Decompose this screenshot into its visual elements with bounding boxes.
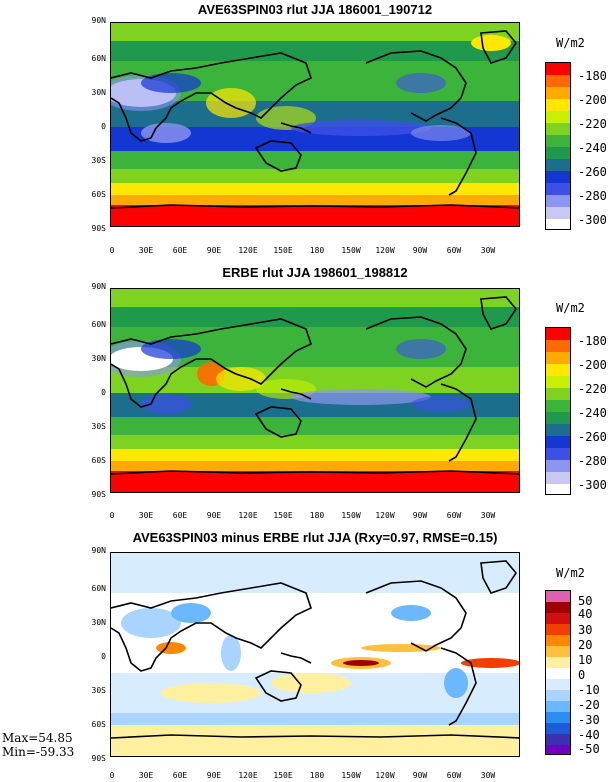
colorbar-label: -240 (578, 141, 607, 155)
colorbar-label: -240 (578, 406, 607, 420)
lon-label: 60W (446, 771, 462, 780)
colorbar-label: 40 (578, 607, 593, 621)
lat-label: 30N (91, 618, 106, 627)
lon-label: 30E (138, 771, 154, 780)
lat-label: 60N (91, 320, 106, 329)
lon-label: 120W (375, 511, 395, 520)
lat-label: 60N (91, 584, 106, 593)
lon-label: 30W (480, 771, 496, 780)
lat-label: 0 (101, 122, 106, 131)
colorbar-label: 20 (578, 638, 593, 652)
lon-label: 120W (375, 246, 395, 255)
colorbar-label: 0 (578, 668, 586, 682)
colorbar (545, 62, 571, 230)
lon-label: 90W (412, 771, 428, 780)
lon-label: 90E (206, 771, 222, 780)
colorbar-label: -200 (578, 93, 607, 107)
lon-label: 60W (446, 511, 462, 520)
lon-label: 60E (172, 771, 188, 780)
lat-label: 90S (91, 754, 106, 763)
lat-label: 90N (91, 16, 106, 25)
lat-label: 60N (91, 54, 106, 63)
colorbar-label: 50 (578, 594, 593, 608)
colorbar-label: -260 (578, 165, 607, 179)
colorbar-label: -220 (578, 382, 607, 396)
colorbar-label: -280 (578, 189, 607, 203)
lon-label: 150E (273, 511, 293, 520)
lat-label: 90S (91, 490, 106, 499)
lat-label: 60S (91, 190, 106, 199)
lat-label: 90N (91, 546, 106, 555)
colorbar-label: -10 (578, 683, 600, 697)
colorbar-label: -280 (578, 454, 607, 468)
colorbar-label: -180 (578, 334, 607, 348)
lon-label: 30W (480, 246, 496, 255)
colorbar-label: -300 (578, 213, 607, 227)
map-field (111, 553, 519, 756)
lon-label: 150W (341, 246, 361, 255)
lon-label: 180 (309, 511, 325, 520)
map-erbe-rlut (110, 288, 520, 493)
lat-label: 30S (91, 156, 106, 165)
colorbar (545, 327, 571, 495)
panel-title: AVE63SPIN03 rlut JJA 186001_190712 (197, 2, 433, 17)
lon-label: 0 (109, 246, 115, 255)
stats-max: Max=54.85 (2, 731, 73, 745)
lon-label: 90W (412, 246, 428, 255)
colorbar-label: 10 (578, 653, 593, 667)
panel-title: AVE63SPIN03 minus ERBE rlut JJA (Rxy=0.9… (132, 530, 498, 545)
lat-label: 30N (91, 88, 106, 97)
lon-label: 150E (273, 246, 293, 255)
colorbar-label: 30 (578, 623, 593, 637)
lon-label: 0 (109, 771, 115, 780)
lon-label: 30E (138, 246, 154, 255)
colorbar-label: -30 (578, 713, 600, 727)
colorbar-label: -260 (578, 430, 607, 444)
lon-label: 120W (375, 771, 395, 780)
lat-label: 30S (91, 686, 106, 695)
lat-label: 30N (91, 354, 106, 363)
map-field (111, 289, 519, 492)
lon-label: 150W (341, 511, 361, 520)
lat-label: 60S (91, 720, 106, 729)
lon-label: 90W (412, 511, 428, 520)
lat-label: 60S (91, 456, 106, 465)
stats-min: Min=-59.33 (2, 745, 75, 759)
colorbar-label: -40 (578, 728, 600, 742)
colorbar-label: -50 (578, 742, 600, 756)
lon-label: 180 (309, 246, 325, 255)
lon-label: 60E (172, 511, 188, 520)
colorbar-label: -200 (578, 358, 607, 372)
lat-label: 90N (91, 282, 106, 291)
colorbar-label: -300 (578, 478, 607, 492)
lon-label: 60W (446, 246, 462, 255)
lon-label: 90E (206, 246, 222, 255)
lon-label: 180 (309, 771, 325, 780)
lat-label: 90S (91, 224, 106, 233)
lon-label: 60E (172, 246, 188, 255)
lon-label: 90E (206, 511, 222, 520)
colorbar-label: -220 (578, 117, 607, 131)
colorbar (545, 590, 571, 755)
colorbar-unit: W/m2 (556, 301, 585, 315)
map-model-rlut (110, 22, 520, 227)
lon-label: 150W (341, 771, 361, 780)
colorbar-label: -180 (578, 69, 607, 83)
lon-label: 30W (480, 511, 496, 520)
lon-label: 150E (273, 771, 293, 780)
lon-label: 120E (238, 246, 258, 255)
lon-label: 30E (138, 511, 154, 520)
panel-title: ERBE rlut JJA 198601_198812 (222, 265, 408, 280)
colorbar-unit: W/m2 (556, 36, 585, 50)
lat-label: 30S (91, 422, 106, 431)
map-difference (110, 552, 520, 757)
colorbar-unit: W/m2 (556, 566, 585, 580)
lon-label: 0 (109, 511, 115, 520)
lat-label: 0 (101, 388, 106, 397)
lon-label: 120E (238, 771, 258, 780)
colorbar-label: -20 (578, 698, 600, 712)
lon-label: 120E (238, 511, 258, 520)
lat-label: 0 (101, 652, 106, 661)
map-field (111, 23, 519, 226)
